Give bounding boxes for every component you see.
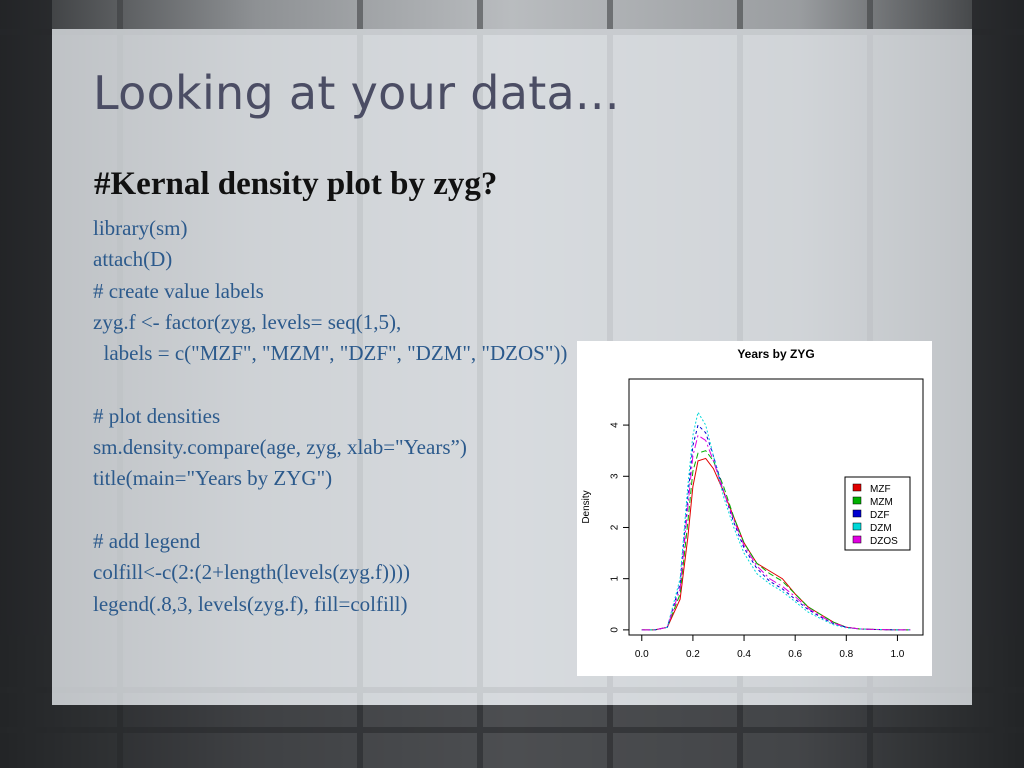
y-tick-label: 4 bbox=[610, 422, 621, 428]
code-line: title(main="Years by ZYG") bbox=[93, 466, 333, 491]
plot-frame bbox=[628, 378, 924, 636]
x-tick-label: 0.6 bbox=[788, 649, 802, 660]
y-tick-label: 0 bbox=[610, 627, 621, 633]
code-block: library(sm) attach(D) # create value lab… bbox=[93, 213, 567, 620]
code-line: # plot densities bbox=[93, 403, 221, 428]
legend-swatch bbox=[852, 483, 862, 492]
legend-label: DZM bbox=[870, 523, 892, 534]
code-line: library(sm) bbox=[93, 216, 188, 240]
legend-label: DZF bbox=[870, 510, 889, 521]
series-line-dzm bbox=[641, 410, 911, 631]
y-tick-label: 2 bbox=[610, 524, 621, 530]
code-line: # create value labels bbox=[93, 278, 264, 303]
x-tick-label: 0.4 bbox=[737, 649, 751, 660]
x-tick-label: 0.0 bbox=[635, 649, 649, 660]
x-tick-label: 0.2 bbox=[686, 649, 700, 660]
series-lines bbox=[641, 410, 911, 631]
chart-legend: MZF MZM DZF DZM DZOS bbox=[844, 476, 911, 551]
legend-label: DZOS bbox=[870, 536, 898, 547]
y-axis: 0 1 2 3 4 bbox=[610, 422, 629, 633]
density-plot: Years by ZYG Density 0.0 0.2 0.4 0.6 0.8 1.0 … bbox=[577, 341, 932, 676]
code-line: attach(D) bbox=[93, 247, 173, 272]
code-line: zyg.f <- factor(zyg, levels= seq(1,5), bbox=[93, 309, 402, 334]
y-axis-label: Density bbox=[581, 490, 592, 523]
code-line: sm.density.compare(age, zyg, xlab="Years… bbox=[93, 435, 467, 460]
code-line bbox=[93, 369, 567, 400]
slide-title: Looking at your data... bbox=[93, 66, 620, 120]
y-tick-label: 1 bbox=[610, 575, 621, 581]
legend-label: MZM bbox=[870, 497, 893, 508]
code-line: # add legend bbox=[93, 528, 201, 553]
legend-swatch bbox=[852, 509, 862, 518]
legend-swatch bbox=[852, 535, 862, 544]
code-line: labels = c("MZF", "MZM", "DZF", "DZM", "… bbox=[93, 341, 568, 366]
series-line-mzm bbox=[641, 450, 911, 631]
legend-swatch bbox=[852, 496, 862, 505]
code-line: legend(.8,3, levels(zyg.f), fill=colfill… bbox=[93, 591, 408, 616]
y-tick-label: 3 bbox=[610, 473, 621, 479]
code-line bbox=[93, 495, 567, 526]
legend-label: MZF bbox=[870, 484, 891, 495]
density-chart: Years by ZYG Density 0.0 0.2 0.4 0.6 0.8 1.0 … bbox=[581, 347, 924, 660]
chart-title: Years by ZYG bbox=[737, 347, 814, 361]
x-axis: 0.0 0.2 0.4 0.6 0.8 1.0 bbox=[635, 635, 905, 660]
code-line: colfill<-c(2:(2+length(levels(zyg.f)))) bbox=[93, 560, 410, 585]
series-line-dzos bbox=[641, 434, 911, 631]
legend-swatch bbox=[852, 522, 862, 531]
x-tick-label: 0.8 bbox=[839, 649, 853, 660]
x-tick-label: 1.0 bbox=[890, 649, 904, 660]
slide-subtitle: #Kernal density plot by zyg? bbox=[94, 166, 498, 202]
